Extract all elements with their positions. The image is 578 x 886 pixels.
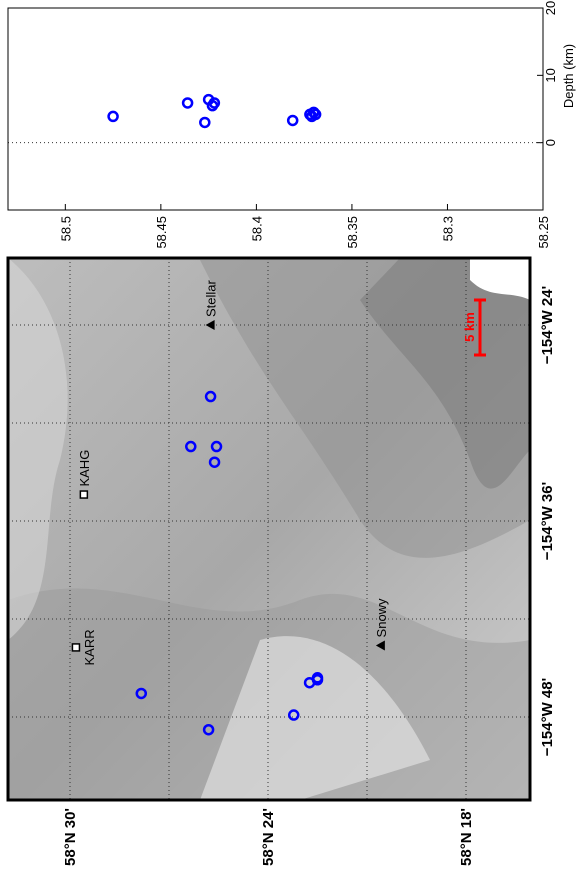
station: [80, 491, 87, 498]
x-tick-label: 58.45: [154, 216, 169, 249]
lon-label: −154°W 24': [539, 286, 556, 364]
event: [288, 116, 297, 125]
station-label: KARR: [82, 629, 97, 665]
x-tick-label: 58.25: [536, 216, 551, 249]
figure: KARRKAHGStellarSnowy5 km 58.558.4558.458…: [0, 0, 578, 886]
volcano-label: Stellar: [204, 279, 219, 317]
volcano-label: Snowy: [374, 598, 389, 638]
y-tick-label: 20: [543, 1, 558, 15]
lon-label: −154°W 48': [539, 678, 556, 756]
station-label: KAHG: [77, 450, 92, 487]
y-tick-label: 10: [543, 68, 558, 82]
map-background: [8, 258, 530, 800]
x-tick-label: 58.3: [440, 216, 455, 241]
lat-label: 58°N 30': [62, 808, 79, 866]
x-tick-label: 58.35: [345, 216, 360, 249]
station: [72, 644, 79, 651]
lon-label: −154°W 36': [539, 482, 556, 560]
lat-label: 58°N 24': [260, 808, 277, 866]
scale-label: 5 km: [462, 312, 477, 342]
x-tick-label: 58.5: [58, 216, 73, 241]
event: [183, 98, 192, 107]
event: [109, 112, 118, 121]
y-tick-label: 0: [543, 139, 558, 146]
depth-frame: [8, 8, 543, 210]
x-tick-label: 58.4: [249, 216, 264, 241]
event: [200, 118, 209, 127]
depth-plot: 58.5 58.45 58.4 58.35 58.3 58.25 0 10 20 Depth (k…: [8, 1, 576, 249]
y-axis-label: Depth (km): [561, 44, 576, 108]
lat-label: 58°N 18': [458, 808, 475, 866]
page: {"map": { "lat_labels": [{"value": 58.5,…: [0, 0, 578, 886]
